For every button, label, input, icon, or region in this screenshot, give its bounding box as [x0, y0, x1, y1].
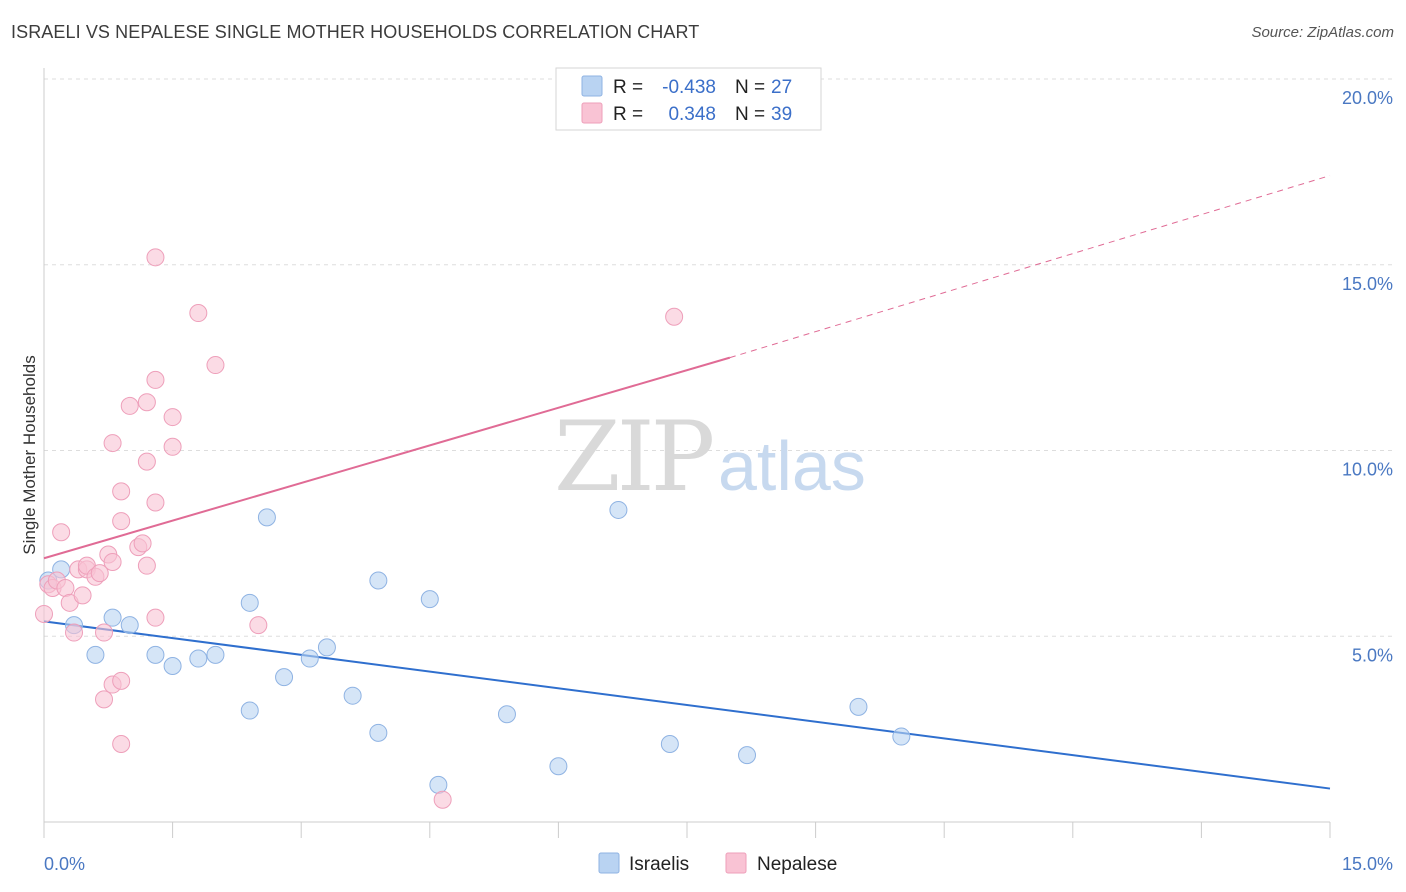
y-tick-labels: 5.0% 10.0% 15.0% 20.0% — [1342, 88, 1393, 665]
point-israelis-3 — [103, 608, 122, 627]
bottom-legend: Israelis Nepalese — [598, 852, 837, 875]
point-nepalese-13 — [90, 564, 109, 583]
point-nepalese-0 — [35, 604, 53, 623]
legend-n-label-israelis: N = — [735, 77, 765, 98]
point-israelis-7 — [163, 656, 182, 675]
y-tick-label-1: 10.0% — [1342, 460, 1393, 480]
point-nepalese-7 — [65, 623, 84, 642]
point-nepalese-21 — [103, 434, 122, 453]
point-nepalese-34 — [163, 437, 182, 456]
legend-r-label-nepalese: R = — [613, 104, 643, 125]
point-nepalese-32 — [146, 608, 165, 627]
point-israelis-26 — [849, 697, 868, 716]
legend-swatch-nepalese — [581, 102, 603, 124]
point-israelis-21 — [497, 705, 516, 724]
point-israelis-13 — [275, 668, 294, 687]
point-nepalese-24 — [120, 396, 139, 415]
point-nepalese-17 — [95, 690, 114, 709]
y-axis-label: Single Mother Households — [20, 355, 39, 554]
y-tick-label-3: 20.0% — [1342, 88, 1393, 108]
point-nepalese-4 — [52, 523, 71, 542]
point-israelis-8 — [189, 649, 208, 668]
data-points — [35, 248, 911, 809]
point-nepalese-36 — [189, 304, 208, 323]
point-nepalese-29 — [137, 452, 156, 471]
point-nepalese-37 — [206, 356, 225, 375]
point-nepalese-22 — [112, 482, 131, 501]
trend-line-nepalese-extension — [729, 175, 1331, 359]
legend-n-value-israelis: 27 — [771, 77, 792, 98]
legend-r-value-nepalese: 0.348 — [668, 104, 716, 125]
point-israelis-18 — [369, 571, 388, 590]
point-israelis-10 — [240, 701, 259, 720]
point-nepalese-19 — [112, 671, 131, 690]
legend-n-value-nepalese: 39 — [771, 104, 792, 125]
legend-n-label-nepalese: N = — [735, 104, 765, 125]
point-israelis-15 — [317, 638, 336, 657]
watermark-atlas: atlas — [718, 427, 866, 505]
point-israelis-17 — [369, 723, 388, 742]
source-credit: Source: ZipAtlas.com — [1251, 24, 1394, 41]
point-israelis-16 — [343, 686, 362, 705]
point-israelis-19 — [420, 590, 439, 609]
y-tick-label-2: 15.0% — [1342, 274, 1393, 294]
point-nepalese-33 — [163, 408, 182, 427]
point-israelis-24 — [660, 734, 679, 753]
point-nepalese-23 — [112, 512, 131, 531]
chart-title: ISRAELI VS NEPALESE SINGLE MOTHER HOUSEH… — [11, 22, 700, 42]
point-israelis-27 — [892, 727, 911, 746]
legend: R = -0.438 N = 27 R = 0.348 N = 39 — [555, 67, 822, 131]
point-nepalese-35 — [146, 248, 165, 267]
point-israelis-14 — [300, 649, 319, 668]
point-nepalese-28 — [137, 393, 156, 412]
point-nepalese-5 — [56, 578, 75, 597]
point-israelis-11 — [240, 593, 259, 612]
point-israelis-25 — [738, 746, 757, 765]
point-israelis-4 — [120, 616, 139, 635]
x-tick-labels: 0.0% 15.0% — [44, 854, 1393, 874]
trend-line-israelis — [43, 620, 1331, 790]
point-nepalese-40 — [433, 790, 452, 809]
point-israelis-22 — [549, 757, 568, 776]
trend-line-nepalese — [43, 356, 731, 560]
point-israelis-9 — [206, 645, 225, 664]
point-nepalese-20 — [112, 734, 131, 753]
point-nepalese-31 — [146, 493, 165, 512]
point-nepalese-30 — [146, 370, 165, 389]
legend-r-label-israelis: R = — [613, 77, 643, 98]
watermark: ZIP atlas — [554, 401, 866, 513]
bottom-legend-label-israelis: Israelis — [629, 854, 689, 875]
x-tick-label-1: 15.0% — [1342, 854, 1393, 874]
point-nepalese-16 — [103, 552, 122, 571]
axes — [43, 68, 1331, 838]
point-israelis-20 — [429, 775, 448, 794]
x-tick-label-0: 0.0% — [44, 854, 85, 874]
point-nepalese-39 — [665, 307, 684, 326]
legend-r-value-israelis: -0.438 — [662, 77, 716, 98]
trend-lines — [43, 175, 1331, 790]
point-nepalese-14 — [95, 623, 114, 642]
legend-swatch-israelis — [581, 75, 603, 97]
bottom-legend-swatch-israelis — [598, 852, 620, 874]
bottom-legend-label-nepalese: Nepalese — [757, 854, 837, 875]
point-nepalese-26 — [137, 556, 156, 575]
bottom-legend-swatch-nepalese — [725, 852, 747, 874]
point-nepalese-38 — [249, 616, 268, 635]
point-israelis-5 — [86, 645, 105, 664]
point-israelis-6 — [146, 645, 165, 664]
point-nepalese-9 — [73, 586, 92, 605]
point-israelis-12 — [257, 508, 276, 527]
point-nepalese-27 — [133, 534, 152, 553]
point-israelis-23 — [609, 500, 628, 519]
watermark-zip: ZIP — [554, 401, 713, 513]
y-tick-label-0: 5.0% — [1352, 645, 1393, 665]
grid-lines — [44, 78, 1393, 637]
